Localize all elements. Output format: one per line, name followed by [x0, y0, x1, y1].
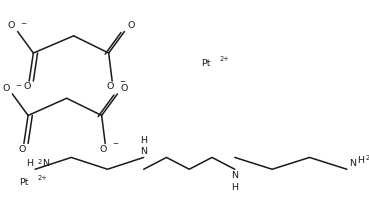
Text: 2+: 2+	[220, 56, 230, 63]
Text: H: H	[26, 159, 33, 168]
Text: H: H	[358, 155, 365, 165]
Text: 2: 2	[365, 155, 369, 161]
Text: O: O	[7, 21, 15, 31]
Text: H: H	[231, 183, 238, 192]
Text: N: N	[349, 159, 356, 168]
Text: N: N	[231, 171, 238, 181]
Text: 2+: 2+	[38, 175, 47, 181]
Text: Pt: Pt	[19, 178, 29, 187]
Text: −: −	[119, 79, 125, 85]
Text: Pt: Pt	[201, 59, 211, 68]
Text: −: −	[15, 83, 21, 89]
Text: N: N	[42, 159, 49, 168]
Text: −: −	[20, 21, 27, 27]
Text: 2: 2	[38, 158, 42, 165]
Text: −: −	[112, 141, 118, 147]
Text: O: O	[100, 145, 107, 153]
Text: H: H	[140, 136, 147, 145]
Text: O: O	[127, 21, 135, 31]
Text: O: O	[18, 145, 26, 153]
Text: O: O	[24, 82, 31, 91]
Text: O: O	[120, 84, 128, 93]
Text: O: O	[2, 84, 10, 93]
Text: N: N	[140, 147, 147, 156]
Text: O: O	[107, 82, 114, 91]
